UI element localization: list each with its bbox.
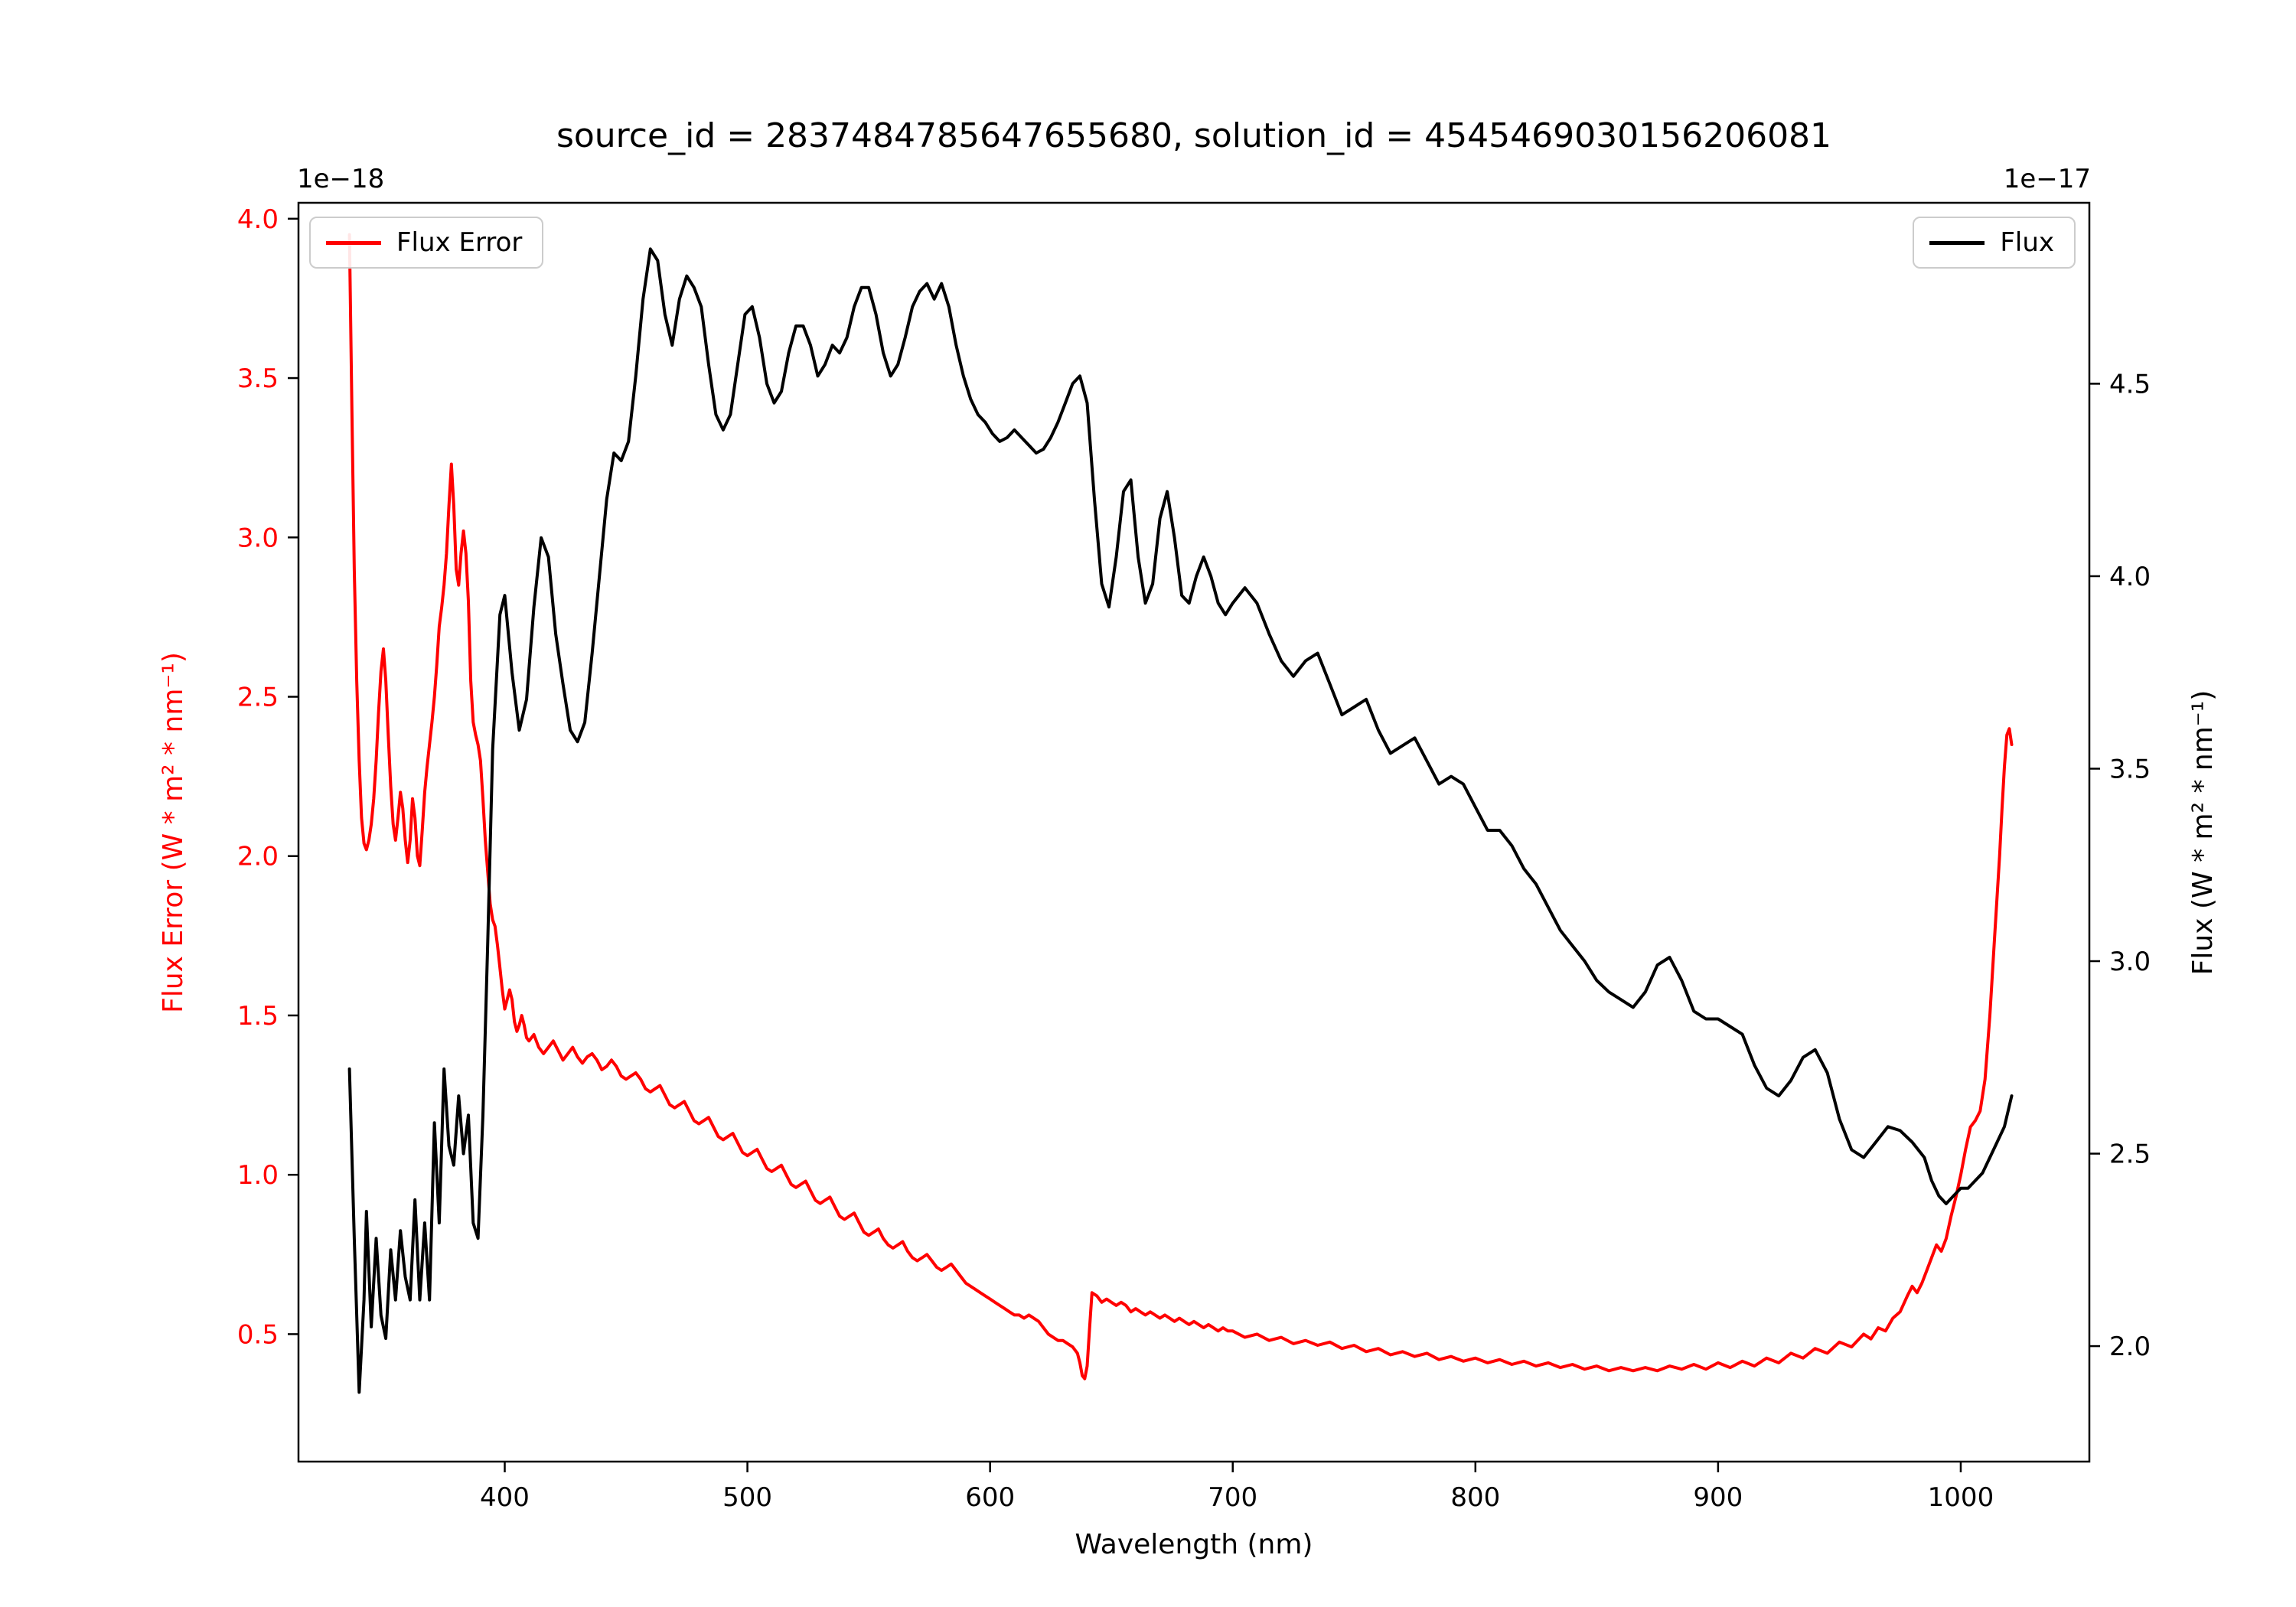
left-tick-label: 4.0: [237, 204, 279, 235]
left-axis-offset-label: 1e−18: [297, 164, 384, 194]
legend-flux: Flux: [1913, 217, 2076, 269]
x-tick-label: 400: [480, 1482, 530, 1513]
right-tick-label: 2.0: [2109, 1332, 2151, 1362]
left-tick-label: 1.5: [237, 1001, 279, 1032]
x-tick-label: 900: [1693, 1482, 1743, 1513]
flux-line-sample: [1929, 240, 1985, 245]
right-tick-label: 3.5: [2109, 754, 2151, 784]
flux-error-line-sample: [326, 240, 381, 245]
left-tick-label: 2.0: [237, 842, 279, 872]
left-tick-label: 1.0: [237, 1160, 279, 1191]
flux-legend-label: Flux: [2000, 227, 2054, 258]
x-tick-label: 800: [1450, 1482, 1500, 1513]
right-tick-label: 3.0: [2109, 947, 2151, 977]
x-tick-label: 500: [722, 1482, 772, 1513]
left-tick-label: 3.5: [237, 363, 279, 394]
left-tick-label: 3.0: [237, 523, 279, 553]
right-tick-label: 4.5: [2109, 369, 2151, 399]
x-tick-label: 1000: [1928, 1482, 1994, 1513]
plot-frame: [297, 201, 2091, 1463]
chart-title: source_id = 2837484785647655680, solutio…: [556, 116, 1832, 155]
right-tick-label: 2.5: [2109, 1139, 2151, 1170]
x-tick-label: 600: [965, 1482, 1015, 1513]
left-tick-label: 0.5: [237, 1319, 279, 1350]
flux-series-line: [347, 247, 2014, 1394]
flux-error-series-line: [347, 233, 2014, 1380]
flux-error-legend-label: Flux Error: [396, 227, 523, 258]
x-axis-label: Wavelength (nm): [1075, 1529, 1313, 1560]
left-axis-label: Flux Error (W * m² * nm⁻¹): [158, 652, 189, 1013]
left-tick-label: 2.5: [237, 683, 279, 713]
right-axis-label: Flux (W * m² * nm⁻¹): [2187, 690, 2219, 976]
right-tick-label: 4.0: [2109, 562, 2151, 592]
right-axis-offset-label: 1e−17: [2004, 164, 2091, 194]
legend-flux-error: Flux Error: [309, 217, 544, 269]
x-tick-label: 700: [1208, 1482, 1257, 1513]
